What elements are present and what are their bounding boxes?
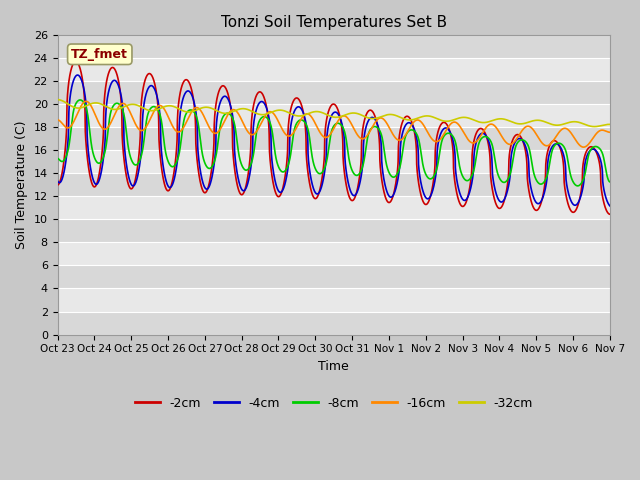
Bar (58, 104, 610, 127)
Bar (58, 36, 610, 59)
Bar (58, 173, 610, 196)
Bar (58, 196, 610, 219)
Y-axis label: Soil Temperature (C): Soil Temperature (C) (15, 120, 28, 249)
X-axis label: Time: Time (318, 360, 349, 373)
Text: TZ_fmet: TZ_fmet (71, 48, 128, 61)
Bar (58, 288, 610, 312)
Bar (58, 127, 610, 150)
Bar (58, 265, 610, 288)
Bar (58, 82, 610, 104)
Title: Tonzi Soil Temperatures Set B: Tonzi Soil Temperatures Set B (221, 15, 447, 30)
Bar (58, 242, 610, 265)
Bar (58, 312, 610, 335)
Bar (58, 59, 610, 82)
Bar (58, 150, 610, 173)
Bar (58, 219, 610, 242)
Legend: -2cm, -4cm, -8cm, -16cm, -32cm: -2cm, -4cm, -8cm, -16cm, -32cm (129, 392, 538, 415)
